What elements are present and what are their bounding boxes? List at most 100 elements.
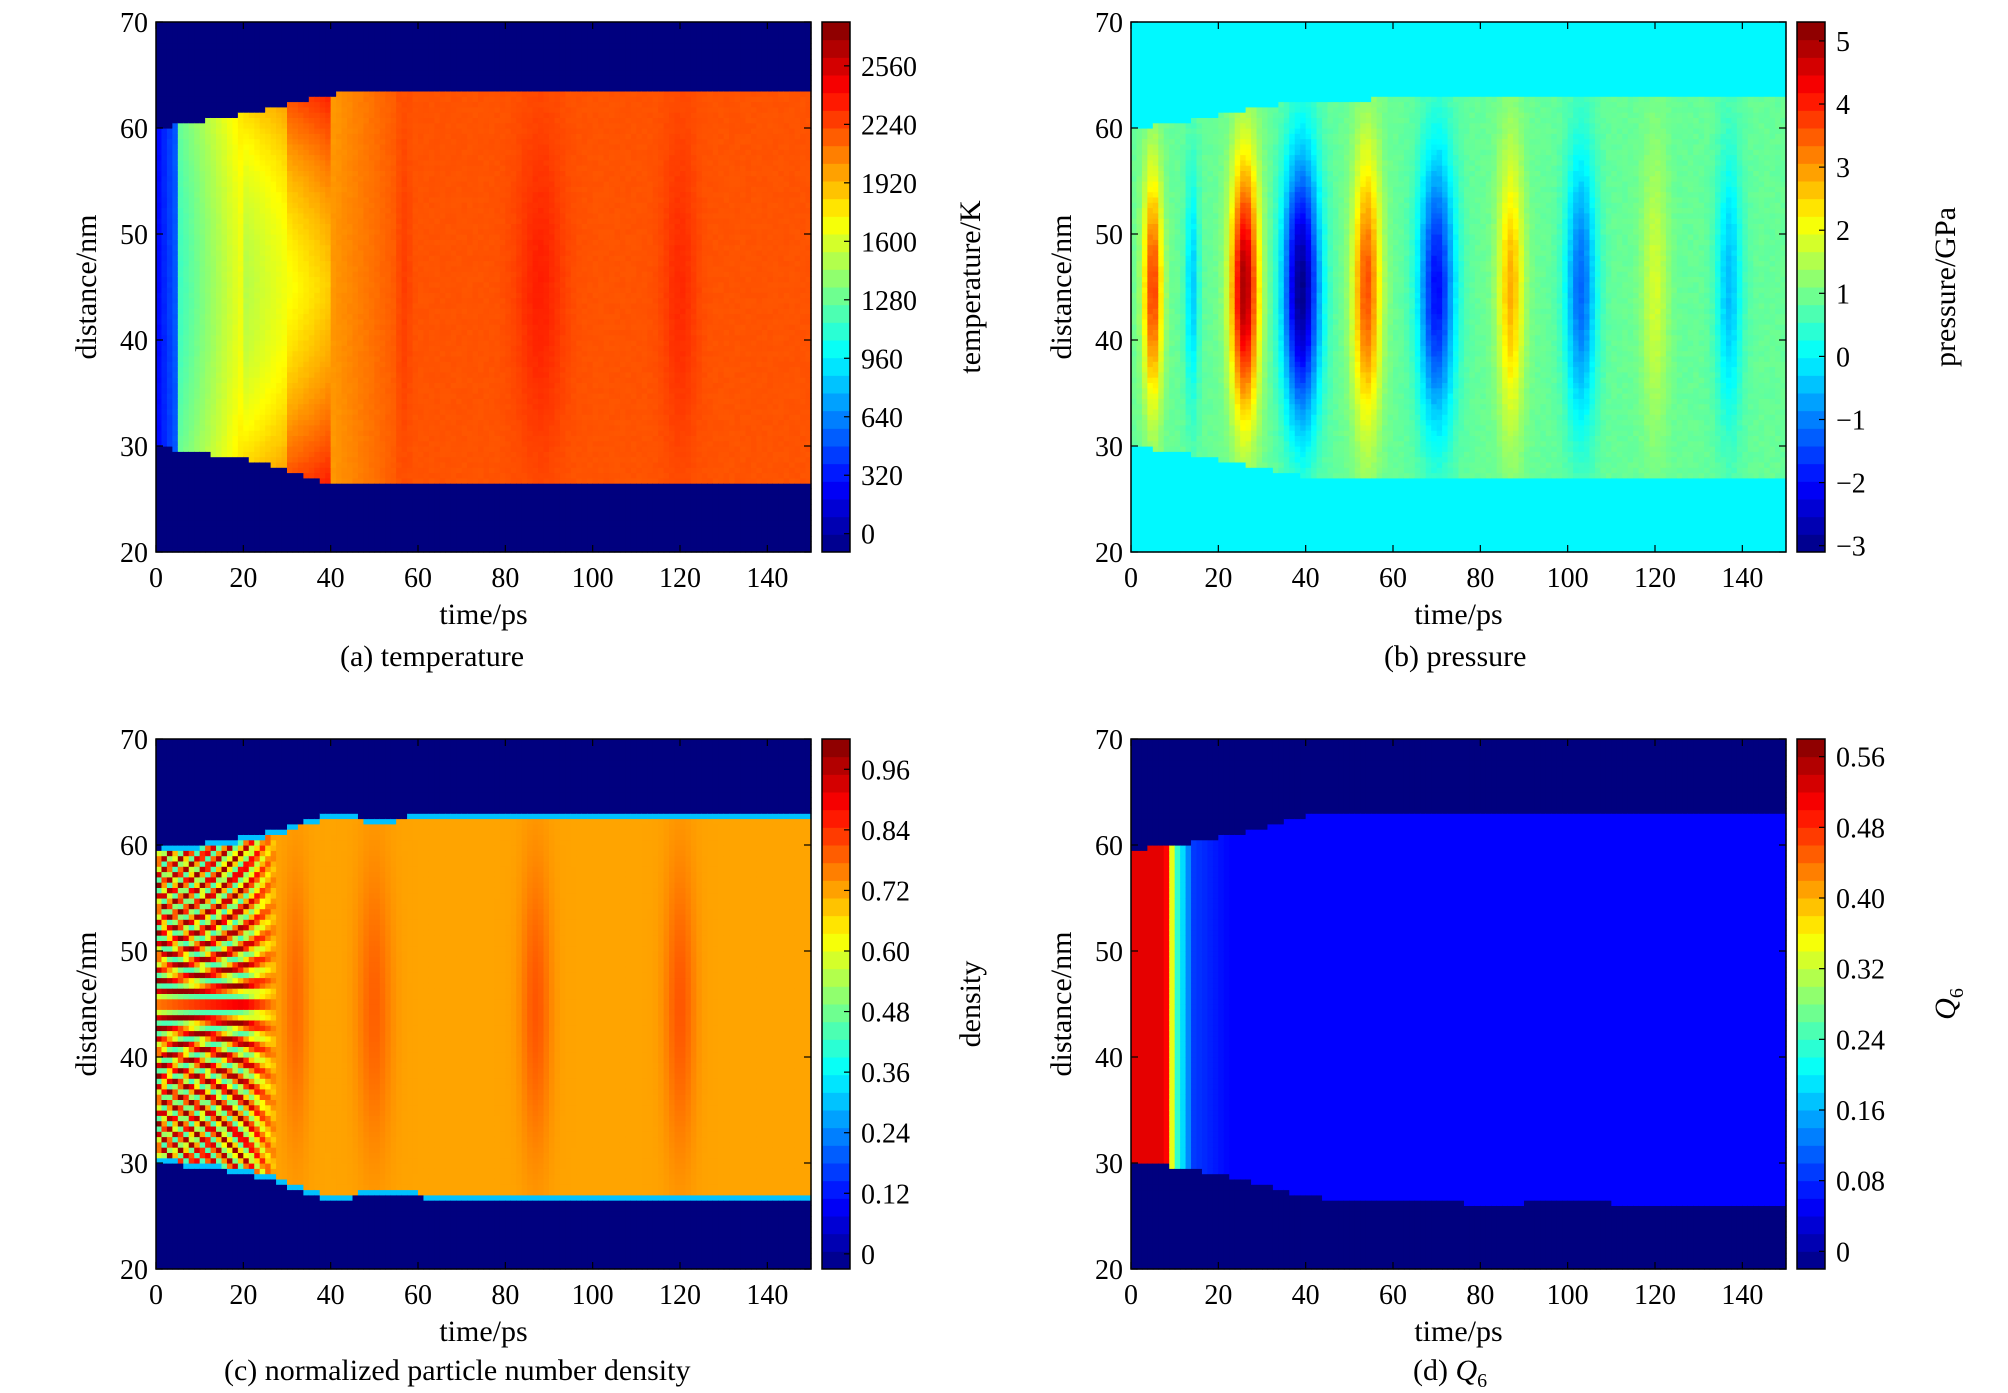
heatmap-cell — [166, 223, 173, 230]
heatmap-cell — [319, 106, 326, 113]
heatmap-cell — [270, 32, 277, 39]
heatmap-cell — [265, 308, 272, 315]
heatmap-cell — [188, 27, 195, 34]
heatmap-cell — [254, 366, 261, 373]
heatmap-cell — [303, 281, 310, 288]
heatmap-cell — [287, 218, 294, 224]
heatmap-cell — [303, 271, 310, 277]
heatmap-cell — [368, 191, 375, 198]
heatmap-cell — [314, 419, 321, 426]
heatmap-cell — [205, 112, 212, 118]
heatmap-cell — [401, 165, 408, 171]
heatmap-cell — [237, 265, 244, 272]
heatmap-cell — [292, 514, 299, 521]
heatmap-cell — [172, 419, 179, 426]
heatmap-cell — [336, 255, 343, 262]
heatmap-cell — [177, 143, 184, 150]
heatmap-cell — [237, 223, 244, 230]
heatmap-cell — [319, 541, 326, 548]
heatmap-cell — [194, 281, 201, 288]
heatmap-cell — [396, 414, 403, 421]
heatmap-cell — [390, 122, 397, 129]
heatmap-cell — [276, 377, 283, 383]
heatmap-cell — [352, 128, 359, 134]
heatmap-cell — [226, 43, 234, 50]
heatmap-cell — [390, 223, 397, 230]
heatmap-cell — [303, 202, 310, 209]
heatmap-cell — [423, 361, 430, 368]
heatmap-cell — [188, 249, 195, 256]
heatmap-cell — [205, 165, 212, 171]
heatmap-cell — [357, 403, 365, 410]
heatmap-cell — [401, 340, 408, 346]
heatmap-cell — [194, 530, 201, 537]
heatmap-cell — [303, 244, 310, 251]
heatmap-cell — [423, 149, 430, 156]
heatmap-cell — [303, 27, 310, 34]
heatmap-cell — [374, 287, 381, 293]
heatmap-cell — [385, 324, 392, 330]
heatmap-cell — [281, 530, 288, 537]
heatmap-cell — [330, 424, 337, 431]
heatmap-cell — [357, 313, 365, 320]
heatmap-cell — [297, 451, 304, 458]
heatmap-cell — [297, 318, 304, 325]
heatmap-cell — [259, 101, 266, 108]
heatmap-cell — [254, 350, 261, 357]
heatmap-cell — [396, 440, 403, 447]
heatmap-cell — [221, 181, 228, 187]
heatmap-cell — [216, 435, 223, 442]
heatmap-cell — [363, 509, 370, 516]
heatmap-cell — [390, 313, 397, 320]
heatmap-cell — [172, 318, 179, 325]
heatmap-cell — [363, 488, 370, 495]
heatmap-cell — [396, 122, 403, 129]
heatmap-cell — [401, 366, 408, 373]
heatmap-cell — [237, 138, 244, 145]
heatmap-cell — [199, 456, 206, 463]
heatmap-cell — [243, 59, 250, 65]
heatmap-cell — [396, 424, 403, 431]
heatmap-cell — [237, 499, 244, 505]
heatmap-cell — [396, 297, 403, 304]
heatmap-cell — [336, 430, 343, 436]
heatmap-cell — [292, 37, 299, 44]
heatmap-cell — [177, 75, 184, 81]
heatmap-cell — [281, 297, 288, 304]
heatmap-cell — [357, 59, 365, 65]
heatmap-cell — [325, 69, 332, 76]
heatmap-cell — [243, 467, 250, 474]
heatmap-cell — [194, 292, 201, 299]
heatmap-cell — [341, 112, 348, 118]
heatmap-cell — [308, 106, 315, 113]
heatmap-cell — [226, 345, 234, 352]
heatmap-cell — [325, 239, 332, 246]
heatmap-cell — [336, 181, 343, 187]
heatmap-cell — [166, 85, 173, 92]
heatmap-cell — [259, 393, 266, 399]
heatmap-cell — [363, 249, 370, 256]
heatmap-cell — [379, 393, 386, 399]
heatmap-cell — [237, 361, 244, 368]
heatmap-cell — [194, 467, 201, 474]
heatmap-cell — [319, 456, 326, 463]
heatmap-cell — [188, 461, 195, 468]
heatmap-cell — [423, 366, 430, 373]
heatmap-cell — [237, 345, 244, 352]
heatmap-cell — [363, 361, 370, 368]
heatmap-cell — [161, 403, 168, 410]
heatmap-cell — [357, 53, 365, 60]
heatmap-cell — [287, 234, 294, 240]
heatmap-cell — [210, 509, 217, 516]
heatmap-cell — [341, 212, 348, 219]
heatmap-cell — [205, 53, 212, 60]
heatmap-cell — [265, 90, 272, 97]
heatmap-cell — [156, 271, 163, 277]
heatmap-cell — [281, 520, 288, 527]
heatmap-cell — [210, 234, 217, 240]
heatmap-cell — [297, 133, 304, 140]
heatmap-cell — [232, 117, 239, 124]
heatmap-cell — [254, 53, 261, 60]
heatmap-cell — [341, 165, 348, 171]
heatmap-cell — [385, 69, 392, 76]
